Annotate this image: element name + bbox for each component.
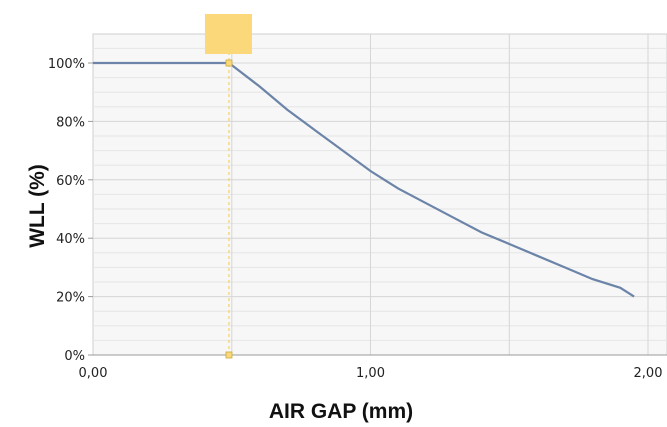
y-axis-ticks: 0% 20% 40% 60% 80% 100% — [48, 57, 93, 364]
x-tick-label: 1,00 — [356, 366, 385, 381]
x-axis-title: AIR GAP (mm) — [269, 400, 413, 423]
major-grid — [93, 34, 667, 356]
y-tick-label: 80% — [56, 115, 85, 130]
marker-points — [225, 59, 233, 359]
y-tick-label: 60% — [56, 174, 85, 189]
y-tick-label: 20% — [56, 291, 85, 306]
marker-handle — [204, 14, 252, 54]
series-line — [93, 61, 635, 298]
y-axis-title: WLL (%) — [26, 164, 49, 248]
marker-point-top — [225, 59, 233, 67]
marker-group — [204, 14, 252, 355]
y-tick-label: 0% — [64, 349, 85, 364]
y-tick-label: 40% — [56, 232, 85, 247]
marker-point-bottom — [225, 351, 233, 359]
y-tick-label: 100% — [48, 57, 85, 72]
x-axis-ticks: 0,00 1,00 2,00 — [79, 366, 663, 381]
x-tick-label: 2,00 — [634, 366, 663, 381]
x-tick-label: 0,00 — [79, 366, 108, 381]
